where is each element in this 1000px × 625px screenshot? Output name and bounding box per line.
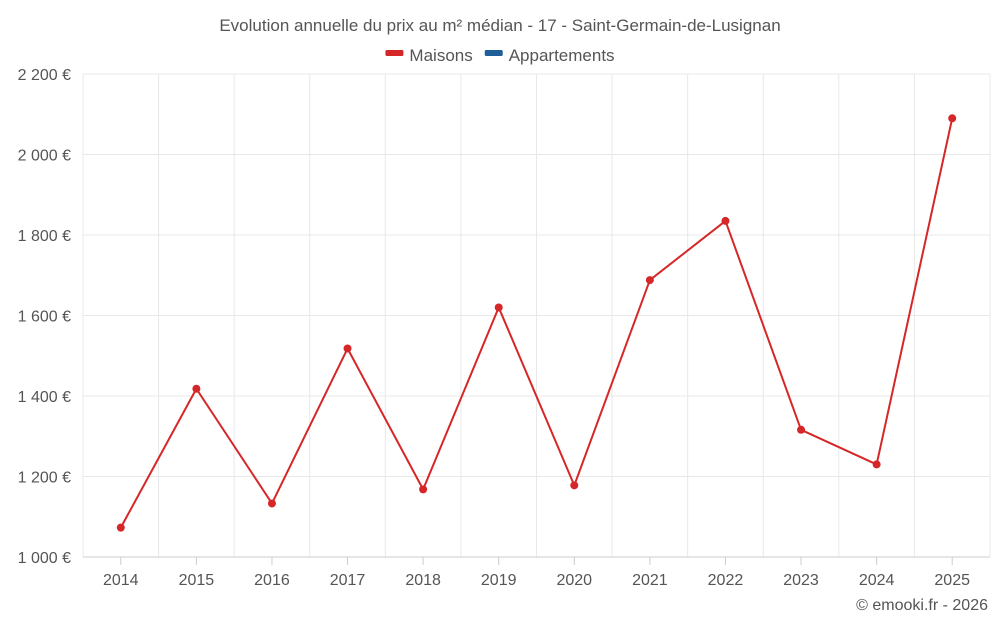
x-tick-label: 2016: [254, 572, 290, 589]
x-tick-label: 2015: [179, 572, 215, 589]
data-point[interactable]: [192, 384, 201, 393]
y-tick-label: 2 200 €: [18, 67, 71, 84]
x-tick-label: 2025: [934, 572, 970, 589]
x-tick-label: 2018: [405, 572, 441, 589]
series-layer: [116, 114, 957, 532]
data-point[interactable]: [419, 485, 428, 494]
x-tick-label: 2019: [481, 572, 517, 589]
legend-swatch: [484, 50, 503, 56]
y-tick-label: 1 600 €: [18, 309, 71, 326]
y-tick-label: 2 000 €: [18, 148, 71, 165]
x-tick-label: 2014: [103, 572, 139, 589]
legend-label: Maisons: [409, 46, 472, 65]
x-tick-label: 2023: [783, 572, 819, 589]
data-point[interactable]: [343, 344, 352, 353]
copyright-credit: © emooki.fr - 2026: [856, 597, 988, 614]
x-tick-label: 2017: [330, 572, 366, 589]
y-tick-label: 1 200 €: [18, 470, 71, 487]
data-point[interactable]: [494, 303, 503, 312]
y-tick-label: 1 000 €: [18, 550, 71, 567]
data-point[interactable]: [570, 481, 579, 490]
axes: 1 000 € 1 200 € 1 400 € 1 600 € 1 800 € 2 000…: [18, 67, 990, 589]
x-tick-label: 2024: [859, 572, 895, 589]
legend-item-appartements[interactable]: Appartements: [484, 46, 615, 65]
data-point[interactable]: [721, 216, 730, 225]
x-tick-label: 2021: [632, 572, 668, 589]
data-point[interactable]: [872, 460, 881, 469]
y-tick-label: 1 400 €: [18, 389, 71, 406]
data-point[interactable]: [948, 114, 957, 123]
legend-swatch: [385, 50, 404, 56]
grid: [82, 73, 991, 558]
data-point[interactable]: [797, 425, 806, 434]
data-point[interactable]: [645, 276, 654, 285]
legend: Maisons Appartements: [385, 46, 615, 65]
data-point[interactable]: [116, 523, 125, 532]
chart-title: Evolution annuelle du prix au m² médian …: [219, 16, 780, 35]
y-tick-label: 1 800 €: [18, 228, 71, 245]
legend-item-maisons[interactable]: Maisons: [385, 46, 473, 65]
data-point[interactable]: [267, 499, 276, 508]
x-tick-label: 2022: [708, 572, 744, 589]
legend-label: Appartements: [509, 46, 615, 65]
x-tick-label: 2020: [556, 572, 592, 589]
series-line-maisons: [119, 118, 954, 529]
